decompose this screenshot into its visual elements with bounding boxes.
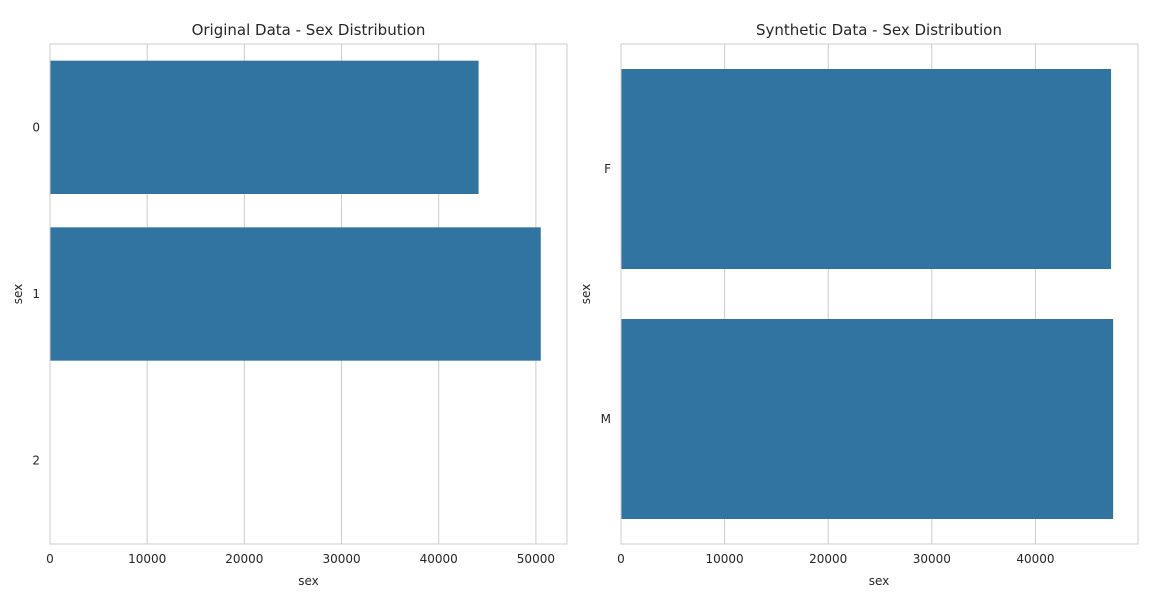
- x-tick-label: 40000: [1016, 552, 1054, 566]
- plot-frame: [49, 43, 568, 545]
- x-ticks: 0 10000 20000 30000 40000: [617, 552, 1054, 566]
- y-ticks: 0 1 2: [32, 120, 40, 467]
- x-axis-label: sex: [869, 574, 890, 588]
- x-axis-label: sex: [298, 574, 319, 588]
- x-tick-label: 0: [617, 552, 625, 566]
- x-tick-label: 30000: [913, 552, 951, 566]
- y-tick-label: F: [604, 162, 611, 176]
- chart-original: Original Data - Sex Distribution 0 10000 2…: [11, 21, 568, 588]
- x-tick-label: 0: [46, 552, 54, 566]
- plot-frame: [620, 43, 1139, 545]
- bar-M: [621, 319, 1114, 519]
- bars: [621, 69, 1114, 519]
- x-tick-label: 40000: [420, 552, 458, 566]
- y-axis-label: sex: [579, 284, 593, 305]
- bar-F: [621, 69, 1112, 269]
- chart-synthetic: Synthetic Data - Sex Distribution 0 10000…: [579, 21, 1139, 588]
- y-axis-label: sex: [11, 284, 25, 305]
- bar-1: [50, 227, 541, 361]
- x-tick-label: 20000: [809, 552, 847, 566]
- bar-0: [50, 60, 479, 194]
- chart-title: Synthetic Data - Sex Distribution: [756, 21, 1002, 39]
- y-ticks: FM: [601, 162, 611, 426]
- y-tick-label: M: [601, 412, 611, 426]
- x-tick-label: 10000: [706, 552, 744, 566]
- x-tick-label: 10000: [128, 552, 166, 566]
- y-tick-label: 2: [32, 454, 40, 468]
- x-tick-label: 20000: [225, 552, 263, 566]
- y-tick-label: 0: [32, 120, 40, 134]
- x-ticks: 0 10000 20000 30000 40000 50000: [46, 552, 555, 566]
- x-tick-label: 50000: [517, 552, 555, 566]
- chart-title: Original Data - Sex Distribution: [192, 21, 426, 39]
- bars: [50, 60, 541, 361]
- y-tick-label: 1: [32, 287, 40, 301]
- x-tick-label: 30000: [322, 552, 360, 566]
